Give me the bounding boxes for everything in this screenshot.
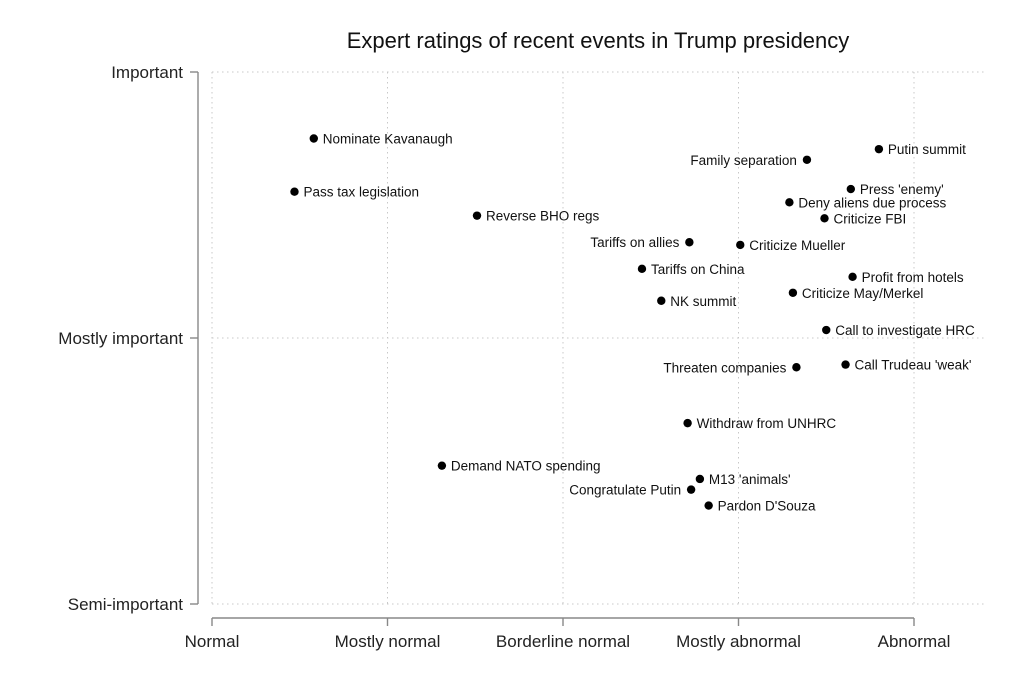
x-tick-label: Mostly normal: [335, 632, 441, 651]
data-point: [704, 501, 713, 510]
data-point-label: Call to investigate HRC: [835, 323, 975, 338]
data-point: [309, 134, 318, 143]
data-point-label: Criticize Mueller: [749, 238, 846, 253]
data-point-label: Pardon D'Souza: [718, 499, 816, 514]
chart-title: Expert ratings of recent events in Trump…: [347, 28, 850, 53]
data-point: [695, 474, 705, 484]
data-point: [820, 214, 829, 223]
data-point-label: Tariffs on allies: [590, 235, 679, 250]
data-point-label: Deny aliens due process: [798, 195, 946, 210]
data-point: [846, 184, 856, 194]
data-point: [841, 360, 850, 369]
data-point-label: Criticize May/Merkel: [802, 286, 924, 301]
y-tick-label: Semi-important: [68, 595, 184, 614]
x-tick-label: Borderline normal: [496, 632, 630, 651]
data-point: [874, 144, 884, 154]
data-point-label: Call Trudeau 'weak': [855, 358, 972, 373]
data-point-label: Criticize FBI: [833, 211, 906, 226]
grid-layer: [211, 71, 984, 605]
x-tick-label: Mostly abnormal: [676, 632, 801, 651]
data-point-label: NK summit: [670, 294, 736, 309]
data-point-label: M13 'animals': [709, 472, 791, 487]
x-tick-label: Normal: [185, 632, 240, 651]
data-point: [472, 211, 482, 220]
data-point: [788, 288, 798, 297]
data-point: [802, 155, 812, 164]
data-point-label: Family separation: [690, 153, 797, 168]
data-point-label: Putin summit: [888, 142, 966, 157]
data-point: [792, 363, 801, 372]
y-tick-label: Mostly important: [58, 329, 183, 348]
point-layer: Nominate Kavanaugh Pass tax legislation Re…: [290, 132, 975, 514]
data-point-label: Profit from hotels: [862, 270, 964, 285]
data-point: [686, 485, 696, 494]
data-point: [822, 325, 831, 335]
data-point-label: Threaten companies: [663, 360, 786, 375]
data-point: [683, 418, 692, 428]
data-point: [848, 272, 857, 282]
data-point-label: Press 'enemy': [860, 182, 944, 197]
data-point-label: Withdraw from UNHRC: [697, 416, 837, 431]
data-point: [290, 187, 299, 196]
data-point: [685, 238, 694, 247]
data-point-label: Nominate Kavanaugh: [323, 132, 453, 147]
tick-layer: Semi-important Mostly important Important N…: [58, 63, 950, 651]
data-point-label: Pass tax legislation: [303, 185, 419, 200]
data-point-label: Congratulate Putin: [569, 483, 681, 498]
data-point-label: Demand NATO spending: [451, 459, 601, 474]
data-point: [437, 461, 447, 470]
data-point: [785, 198, 794, 207]
x-tick-label: Abnormal: [878, 632, 951, 651]
data-point: [637, 264, 647, 274]
data-point-label: Reverse BHO regs: [486, 209, 600, 224]
y-tick-label: Important: [111, 63, 183, 82]
data-point: [657, 296, 666, 305]
data-point-label: Tariffs on China: [651, 262, 745, 277]
data-point: [736, 240, 745, 250]
